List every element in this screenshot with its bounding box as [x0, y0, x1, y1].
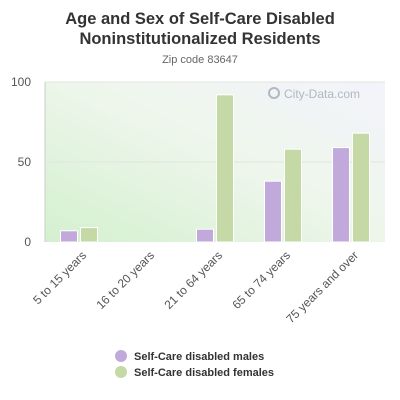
legend-swatch-males: [115, 350, 127, 362]
bar-females: [216, 94, 234, 243]
legend-swatch-females: [115, 366, 127, 378]
bar-females: [352, 132, 370, 243]
bar-females: [284, 148, 302, 243]
legend-item-males: Self-Care disabled males: [115, 350, 264, 363]
watermark-text: City-Data.com: [284, 87, 361, 101]
legend-label-males: Self-Care disabled males: [134, 351, 265, 363]
chart-title-line-1: Age and Sex of Self-Care Disabled: [65, 10, 335, 28]
x-tick-label: 75 years and over: [283, 248, 361, 326]
x-tick-label: 5 to 15 years: [30, 248, 89, 307]
x-tick-label: 16 to 20 years: [93, 248, 157, 312]
y-tick-label: 50: [18, 155, 32, 169]
chart-subtitle: Zip code 83647: [162, 54, 238, 66]
x-tick-label: 21 to 64 years: [161, 248, 225, 312]
bar-males: [60, 230, 78, 243]
legend-item-females: Self-Care disabled females: [115, 366, 274, 379]
bar-males: [196, 228, 214, 243]
legend-label-females: Self-Care disabled females: [134, 367, 275, 379]
bar-females: [80, 227, 98, 243]
watermark: City-Data.com: [268, 87, 360, 101]
bar-males: [264, 180, 282, 243]
y-tick-label: 100: [11, 75, 31, 89]
x-tick-label: 65 to 74 years: [229, 248, 293, 312]
magnifier-icon: [268, 87, 280, 99]
bar-males: [332, 147, 350, 243]
chart-title-line-2: Noninstitutionalized Residents: [79, 30, 321, 48]
y-tick-label: 0: [24, 235, 31, 249]
